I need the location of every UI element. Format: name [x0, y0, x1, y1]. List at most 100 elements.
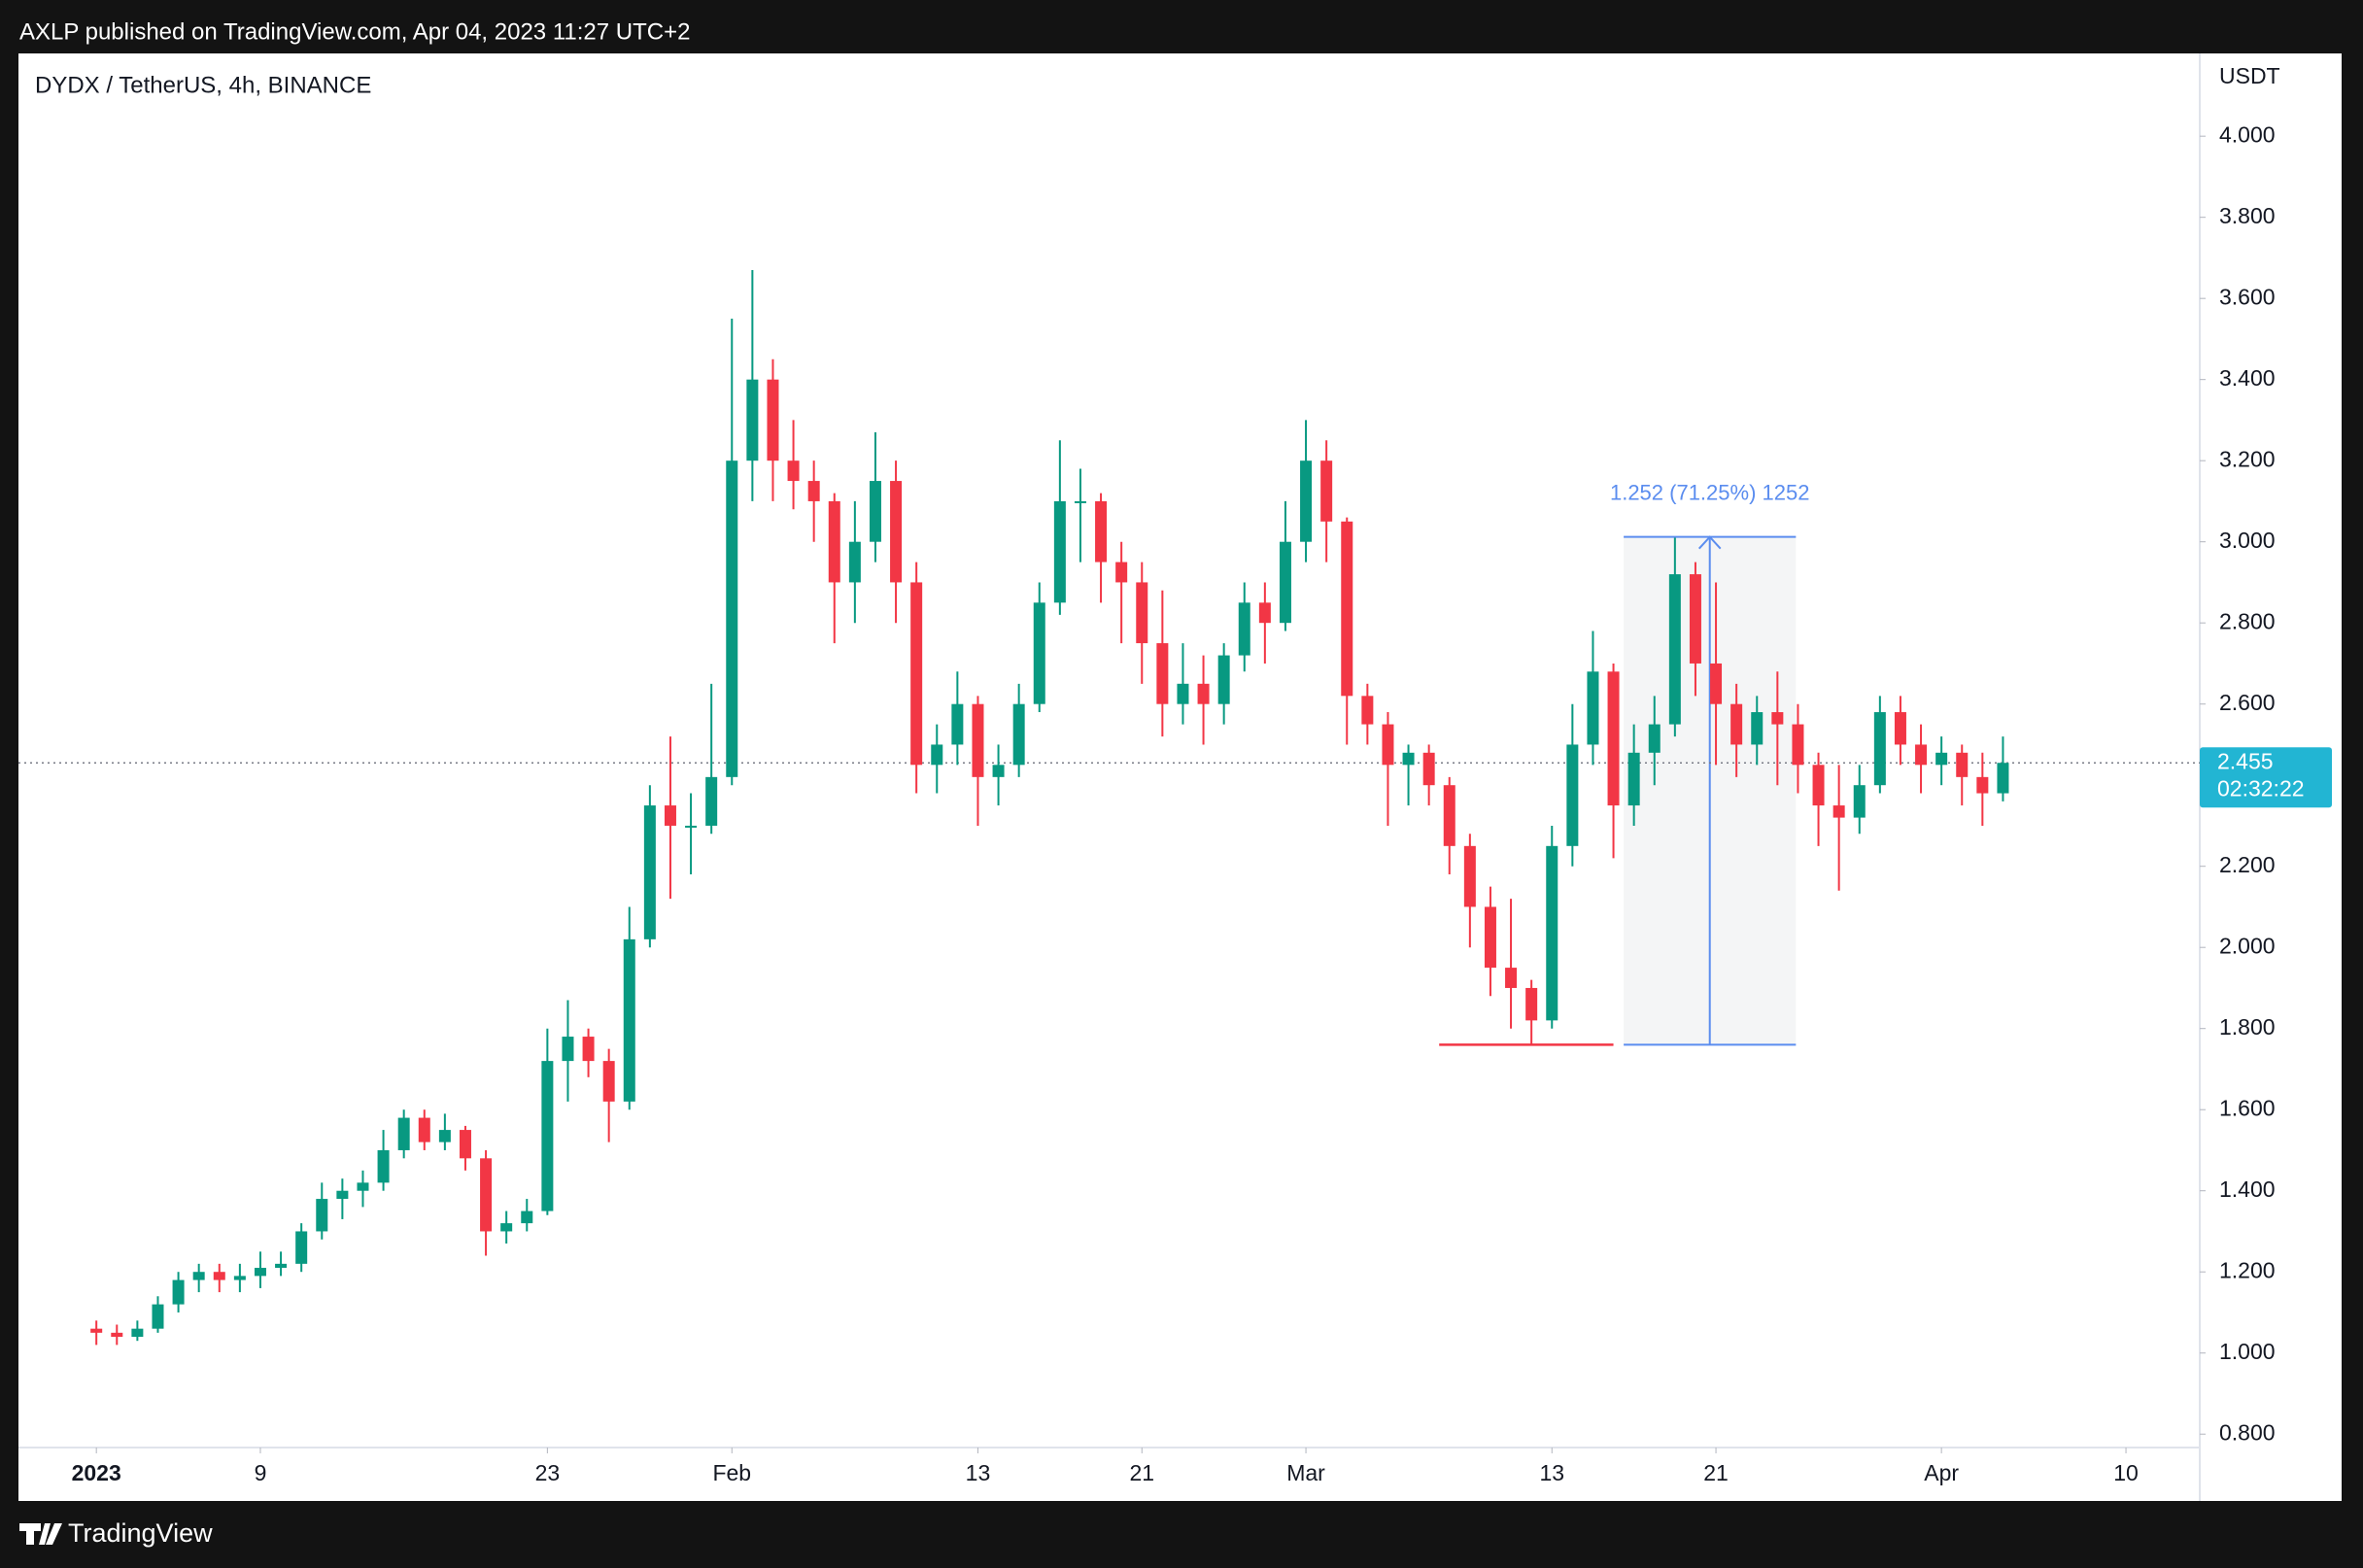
- x-tick-label: Mar: [1286, 1460, 1325, 1485]
- candle-body: [316, 1199, 328, 1232]
- candle-body: [459, 1130, 471, 1159]
- y-tick-label: 3.600: [2219, 284, 2276, 309]
- candle-body: [1341, 521, 1353, 697]
- candle-body: [1525, 987, 1538, 1021]
- y-tick-label: 0.800: [2219, 1419, 2276, 1445]
- candle-body: [1095, 500, 1108, 562]
- price-tag-label: 2.455: [2217, 748, 2274, 773]
- candle-body: [1812, 765, 1825, 806]
- candle-body: [1156, 643, 1169, 704]
- candle-body: [726, 460, 738, 777]
- candle-body: [254, 1268, 266, 1277]
- candle-body: [848, 541, 861, 583]
- y-tick-label: 3.200: [2219, 446, 2276, 471]
- footer-logo: TradingView: [19, 1518, 213, 1548]
- chart-panel: [18, 53, 2342, 1501]
- candle-body: [1505, 968, 1518, 988]
- candle-body: [1258, 602, 1271, 624]
- candle-body: [1627, 752, 1640, 806]
- candle-body: [336, 1190, 349, 1200]
- header: AXLP published on TradingView.com, Apr 0…: [19, 18, 690, 45]
- candle-body: [1710, 663, 1723, 704]
- candle-body: [521, 1210, 533, 1224]
- y-tick-label: 2.800: [2219, 608, 2276, 633]
- candle-body: [111, 1332, 123, 1338]
- candle-body: [1033, 602, 1045, 704]
- candle-body: [1074, 500, 1086, 503]
- y-tick-label: 3.000: [2219, 528, 2276, 553]
- candle-body: [172, 1279, 185, 1305]
- footer-text: TradingView: [68, 1518, 213, 1548]
- x-tick-label: Feb: [712, 1460, 751, 1485]
- x-tick-label: 9: [255, 1460, 267, 1485]
- x-tick-label: 21: [1129, 1460, 1154, 1485]
- candle-body: [664, 805, 676, 826]
- candle-body: [1935, 752, 1948, 766]
- candle-body: [807, 481, 820, 501]
- candle-body: [131, 1328, 144, 1338]
- logo-icon: [19, 1523, 62, 1545]
- candle-body: [1279, 541, 1291, 624]
- candle-body: [1402, 752, 1415, 766]
- y-tick-label: 1.200: [2219, 1257, 2276, 1282]
- candle-body: [992, 765, 1005, 777]
- y-axis-label: USDT: [2219, 63, 2280, 88]
- candle-body: [1115, 562, 1128, 583]
- candle-body: [1853, 785, 1866, 818]
- candle-body: [192, 1272, 205, 1280]
- candle-body: [643, 805, 656, 939]
- candle-body: [746, 379, 759, 461]
- candle-body: [1361, 696, 1374, 725]
- measure-arrowhead: [1697, 535, 1722, 550]
- candle-body: [1197, 683, 1210, 704]
- symbol-title: DYDX / TetherUS, 4h, BINANCE: [35, 72, 371, 98]
- candle-body: [1238, 602, 1250, 656]
- candle-body: [1792, 724, 1804, 766]
- y-tick-label: 4.000: [2219, 121, 2276, 147]
- measure-label: 1.252 (71.25%) 1252: [1610, 480, 1810, 504]
- candle-body: [275, 1263, 288, 1269]
- candle-body: [787, 460, 800, 482]
- candle-body: [357, 1182, 369, 1191]
- candle-body: [1751, 712, 1764, 745]
- candle-body: [1053, 500, 1066, 603]
- candle-body: [1730, 703, 1743, 745]
- candle-body: [951, 703, 964, 745]
- candle-body: [213, 1272, 225, 1280]
- candle-body: [1566, 744, 1579, 846]
- candle-body: [90, 1328, 103, 1333]
- candle-body: [1484, 906, 1496, 969]
- candle-body: [972, 703, 984, 777]
- candle-body: [1587, 671, 1599, 745]
- y-tick-label: 1.800: [2219, 1014, 2276, 1040]
- candle-body: [152, 1304, 164, 1329]
- candle-body: [1832, 805, 1845, 818]
- candle-body: [1300, 460, 1313, 542]
- x-tick-label: 13: [966, 1460, 991, 1485]
- candle-body: [602, 1061, 615, 1102]
- y-tick-label: 1.000: [2219, 1339, 2276, 1364]
- candle-body: [828, 500, 840, 583]
- candle-body: [233, 1276, 246, 1280]
- candle-body: [1689, 574, 1701, 664]
- candle-body: [1956, 752, 1969, 777]
- candle-body: [767, 379, 779, 461]
- candle-body: [582, 1037, 595, 1062]
- candle-body: [377, 1149, 390, 1183]
- candle-body: [1771, 712, 1784, 725]
- x-tick-label: 23: [535, 1460, 561, 1485]
- candle-body: [1136, 582, 1148, 644]
- candle-body: [1607, 671, 1620, 806]
- candle-body: [1177, 683, 1189, 704]
- candle-body: [397, 1117, 410, 1150]
- candle-body: [705, 776, 718, 826]
- candle-body: [1668, 574, 1681, 725]
- y-tick-label: 1.400: [2219, 1176, 2276, 1202]
- candle-body: [500, 1223, 513, 1232]
- candle-body: [1217, 655, 1230, 704]
- candle-body: [295, 1231, 308, 1264]
- price-tag: [2200, 747, 2332, 808]
- x-tick-label: Apr: [1924, 1460, 1959, 1485]
- candle-body: [1915, 744, 1928, 766]
